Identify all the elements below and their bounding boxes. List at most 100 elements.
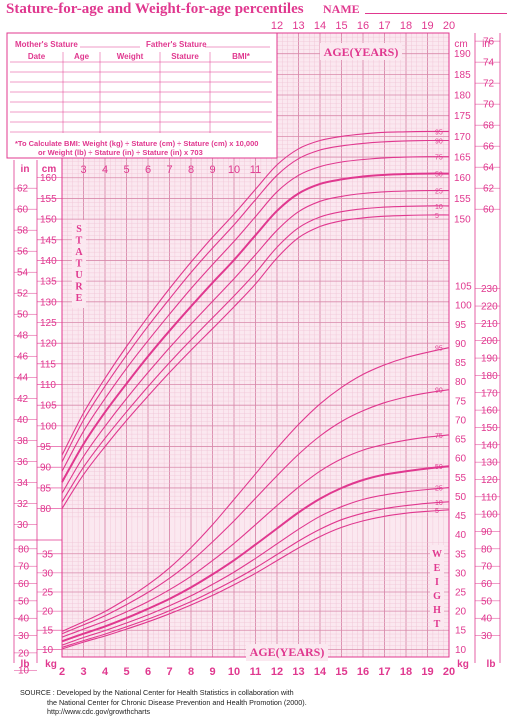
unit-in-left: in bbox=[21, 164, 30, 175]
tick-label: 20 bbox=[455, 607, 467, 618]
x-tick-label: 10 bbox=[228, 666, 240, 678]
tick-label: 20 bbox=[42, 607, 54, 618]
tick-label: 90 bbox=[481, 527, 493, 538]
tick-label: 34 bbox=[17, 478, 29, 489]
tick-label: 85 bbox=[455, 358, 467, 369]
weight-curve-label-p50: 50 bbox=[435, 464, 443, 471]
tick-label: 75 bbox=[455, 396, 467, 407]
tick-label: 160 bbox=[454, 173, 471, 184]
name-label: NAME bbox=[323, 2, 360, 16]
tick-label: 95 bbox=[455, 320, 467, 331]
tick-label: 140 bbox=[40, 256, 57, 267]
tick-label: 10 bbox=[42, 645, 54, 656]
tick-label: 72 bbox=[483, 79, 495, 90]
x-tick-label: 15 bbox=[335, 20, 347, 32]
stature-curve-p5 bbox=[61, 214, 450, 509]
weight-letter: I bbox=[435, 577, 439, 588]
tick-label: 80 bbox=[455, 377, 467, 388]
tick-label: 50 bbox=[18, 596, 30, 607]
tick-label: 15 bbox=[455, 626, 467, 637]
stature-curve-label-p95: 95 bbox=[435, 129, 443, 136]
tick-label: 74 bbox=[483, 58, 495, 69]
tick-label: 60 bbox=[481, 579, 493, 590]
name-field[interactable] bbox=[365, 13, 507, 14]
table-col-4: BMI* bbox=[232, 52, 251, 61]
unit-cm-left: cm bbox=[42, 164, 57, 175]
x-tick-label: 10 bbox=[228, 164, 240, 176]
tick-label: 150 bbox=[40, 215, 57, 226]
tick-label: 60 bbox=[18, 579, 30, 590]
stature-letter: U bbox=[75, 270, 82, 281]
weight-curve-label-p25: 25 bbox=[435, 486, 443, 493]
tick-label: 70 bbox=[18, 562, 30, 573]
unit-in-right: in bbox=[482, 39, 490, 50]
tick-label: 80 bbox=[18, 544, 30, 555]
x-tick-label: 18 bbox=[400, 20, 412, 32]
tick-label: 25 bbox=[455, 588, 467, 599]
x-tick-label: 3 bbox=[80, 164, 86, 176]
x-tick-label: 7 bbox=[166, 666, 172, 678]
weight-curve-p75 bbox=[61, 434, 450, 638]
tick-label: 44 bbox=[17, 373, 29, 384]
tick-label: 180 bbox=[454, 91, 471, 102]
tick-label: 60 bbox=[483, 205, 495, 216]
tick-label: 35 bbox=[42, 549, 54, 560]
table-col-3: Stature bbox=[171, 52, 199, 61]
tick-label: 40 bbox=[481, 614, 493, 625]
tick-label: 145 bbox=[40, 235, 57, 246]
tick-label: 120 bbox=[481, 475, 498, 486]
tick-label: 30 bbox=[42, 568, 54, 579]
stature-letter: A bbox=[75, 247, 83, 258]
tick-label: 95 bbox=[40, 442, 52, 453]
tick-label: 36 bbox=[17, 457, 29, 468]
tick-label: 110 bbox=[40, 380, 56, 391]
table-col-0: Date bbox=[28, 52, 46, 61]
stature-letter: R bbox=[75, 282, 83, 293]
source-line-3[interactable]: http://www.cdc.gov/growthcharts bbox=[47, 707, 151, 716]
x-tick-label: 16 bbox=[357, 666, 369, 678]
tick-label: 56 bbox=[17, 247, 29, 258]
stature-letter: E bbox=[76, 293, 83, 304]
tick-label: 52 bbox=[17, 289, 29, 300]
tick-label: 155 bbox=[454, 194, 471, 205]
x-tick-label: 13 bbox=[292, 20, 304, 32]
x-tick-label: 20 bbox=[443, 20, 455, 32]
tick-label: 30 bbox=[18, 631, 30, 642]
source-note: SOURCE : Developed by the National Cente… bbox=[20, 688, 307, 717]
weight-letter: H bbox=[433, 605, 441, 616]
x-tick-label: 11 bbox=[250, 164, 261, 176]
x-tick-label: 9 bbox=[209, 164, 215, 176]
tick-label: 50 bbox=[455, 492, 467, 503]
tick-label: 230 bbox=[481, 284, 498, 295]
tick-label: 105 bbox=[40, 401, 57, 412]
source-line-1: SOURCE : Developed by the National Cente… bbox=[20, 688, 294, 697]
tick-label: 32 bbox=[17, 499, 29, 510]
bmi-note-1: *To Calculate BMI: Weight (kg) ÷ Stature… bbox=[15, 139, 258, 148]
x-tick-label: 3 bbox=[80, 666, 86, 678]
x-tick-label: 2 bbox=[59, 666, 65, 678]
stature-curve-p50 bbox=[61, 172, 450, 483]
stature-curve-p95 bbox=[61, 130, 449, 456]
tick-label: 65 bbox=[455, 435, 467, 446]
weight-curve-p10 bbox=[61, 501, 450, 648]
tick-label: 76 bbox=[483, 37, 495, 48]
tick-label: 25 bbox=[42, 588, 54, 599]
tick-label: 200 bbox=[481, 336, 498, 347]
tick-label: 140 bbox=[481, 440, 498, 451]
tick-label: 120 bbox=[40, 339, 57, 350]
weight-word-box bbox=[430, 545, 444, 629]
tick-label: 45 bbox=[455, 511, 467, 522]
stature-curve-p10 bbox=[61, 205, 450, 503]
tick-label: 70 bbox=[483, 100, 495, 111]
age-label-box-bottom bbox=[246, 644, 328, 661]
tick-label: 62 bbox=[483, 184, 495, 195]
weight-curve-p90 bbox=[61, 389, 450, 635]
x-tick-label: 5 bbox=[123, 164, 129, 176]
source-line-2: the National Center for Chronic Disease … bbox=[47, 697, 307, 707]
x-tick-label: 6 bbox=[145, 666, 151, 678]
x-tick-label: 5 bbox=[123, 666, 129, 678]
tick-label: 110 bbox=[481, 492, 497, 503]
tick-label: 150 bbox=[454, 215, 471, 226]
tick-label: 30 bbox=[455, 568, 467, 579]
stature-word-box bbox=[72, 220, 86, 308]
